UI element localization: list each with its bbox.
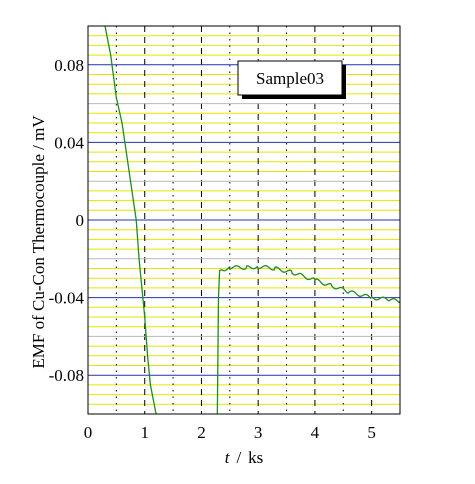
x-axis-unit: ks (248, 448, 263, 467)
x-tick-label: 3 (254, 423, 263, 442)
series-line-segment (216, 265, 400, 414)
x-axis-separator: / (236, 448, 241, 467)
y-axis-label: EMF of Cu-Con Thermocouple / mV (29, 115, 48, 369)
vertical-grid (115, 26, 373, 414)
x-axis-variable: t (225, 448, 231, 467)
y-tick-label: 0 (76, 211, 85, 230)
x-tick-label: 2 (197, 423, 206, 442)
major-grid (88, 64, 400, 376)
y-tick-labels: 0.08 0.04 0 -0.04 -0.08 (49, 56, 85, 385)
series-line-segment (104, 26, 157, 414)
y-tick-label: -0.08 (49, 366, 84, 385)
x-tick-label: 1 (140, 423, 149, 442)
x-tick-label: 5 (367, 423, 376, 442)
legend-label: Sample03 (256, 69, 324, 88)
legend: Sample03 (237, 60, 346, 99)
y-tick-label: 0.04 (54, 133, 84, 152)
legend-box (237, 60, 343, 96)
x-axis-label: t / ks (225, 448, 264, 467)
x-tick-label: 0 (84, 423, 93, 442)
series-layer (104, 26, 400, 414)
y-tick-label: 0.08 (54, 56, 84, 75)
x-tick-labels: 0 1 2 3 4 5 (84, 423, 376, 442)
y-tick-label: -0.04 (49, 289, 85, 308)
plot-frame (87, 25, 401, 415)
x-tick-label: 4 (311, 423, 320, 442)
